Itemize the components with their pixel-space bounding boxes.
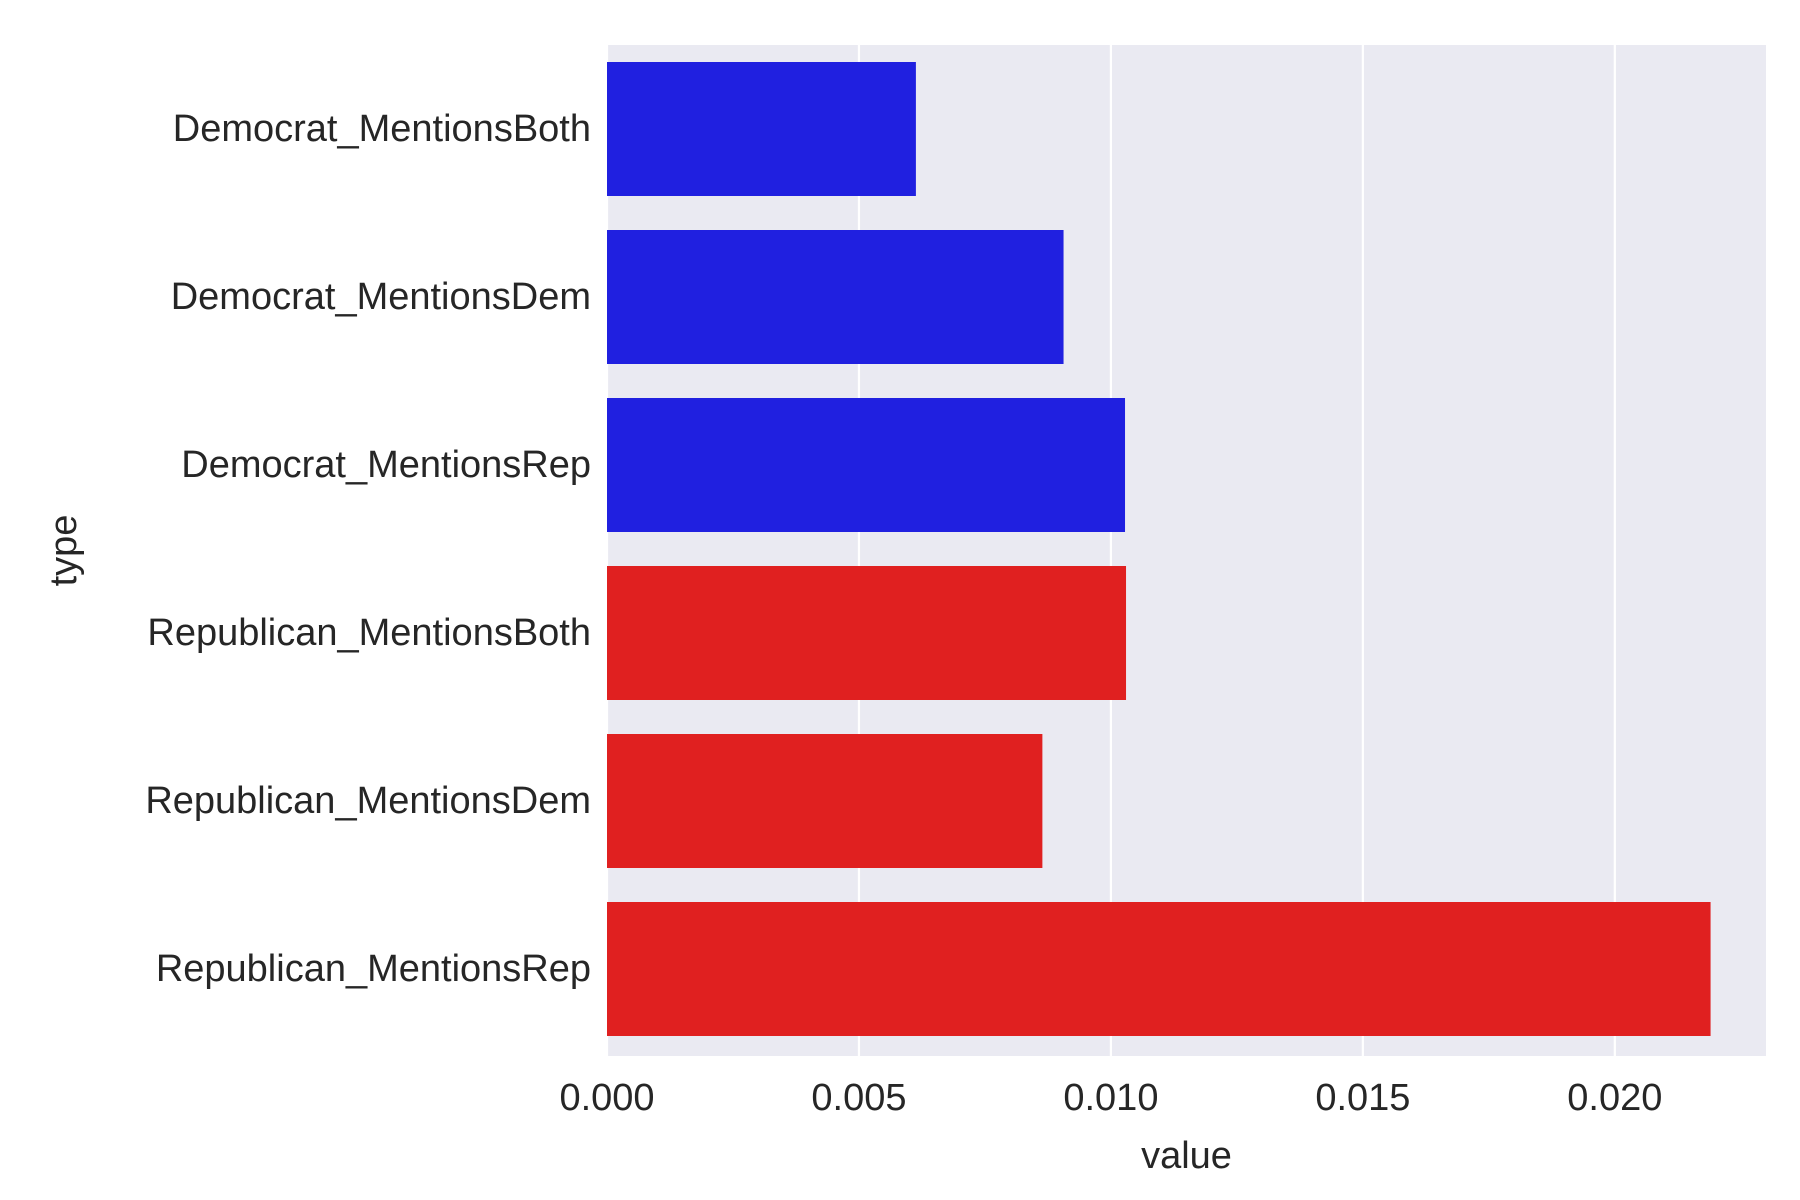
x-tick-label: 0.000 [559,1077,654,1119]
bar-democrat-mentionsboth [607,62,916,196]
y-tick-labels: Democrat_MentionsBoth Democrat_MentionsDe… [145,108,591,990]
x-tick-label: 0.020 [1567,1077,1662,1119]
bar-republican-mentionsrep [607,902,1711,1036]
bar-republican-mentionsdem [607,734,1043,868]
x-tick-label: 0.005 [811,1077,906,1119]
x-axis-label: value [1141,1135,1232,1177]
bar-republican-mentionsboth [607,566,1127,700]
y-tick-label: Republican_MentionsBoth [147,612,591,654]
plot-area [607,45,1766,1056]
bars [607,62,1711,1036]
y-tick-label: Democrat_MentionsRep [181,444,591,486]
y-tick-label: Republican_MentionsRep [156,948,591,990]
x-tick-labels: 0.000 0.005 0.010 0.015 0.020 [559,1077,1662,1119]
y-tick-label: Republican_MentionsDem [145,780,591,822]
bar-democrat-mentionsdem [607,230,1064,364]
y-tick-label: Democrat_MentionsDem [171,276,591,318]
grid-lines [605,45,1616,1056]
y-axis-label: type [43,515,85,587]
bar-democrat-mentionsrep [607,398,1126,532]
x-tick-label: 0.010 [1063,1077,1158,1119]
y-tick-label: Democrat_MentionsBoth [173,108,591,150]
x-tick-label: 0.015 [1315,1077,1410,1119]
